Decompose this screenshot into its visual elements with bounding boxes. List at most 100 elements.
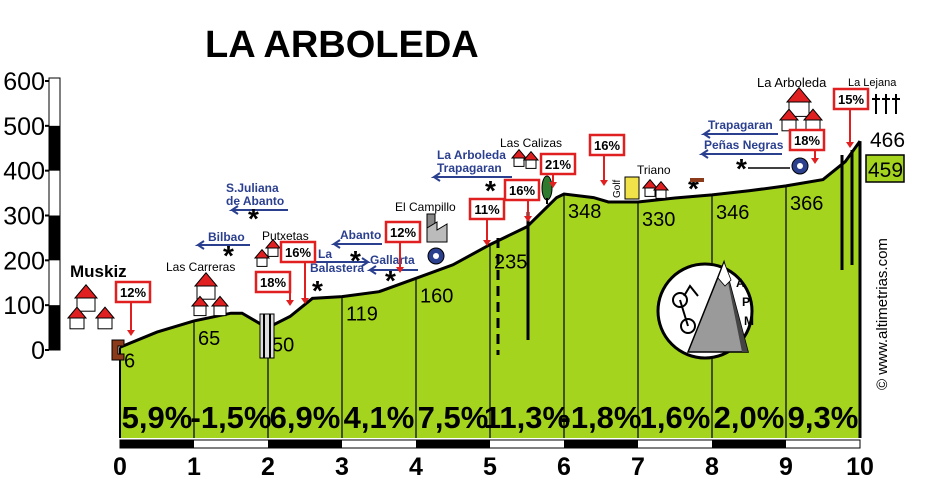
segment-start-altitude: 235: [494, 252, 527, 274]
y-axis-bar-segment: [49, 125, 60, 171]
logo-letter-p: P: [742, 295, 750, 309]
x-axis: 0 1 2 3 4 5 6 7 8 9 10: [113, 439, 874, 481]
place-el-campillo: El Campillo: [395, 200, 456, 214]
segment-grade-label: 7,5%: [418, 400, 489, 435]
max-gradient-arrowhead-icon: [127, 330, 135, 336]
junction-asterisk-icon: *: [485, 175, 496, 206]
max-gradient-box: [114, 280, 152, 304]
house-wall-icon: [69, 317, 85, 330]
max-gradient-box: [588, 133, 626, 157]
roundabout-icon-inner: [797, 163, 803, 169]
house-roof-icon: [253, 248, 271, 259]
place-labels: Muskiz Las Carreras Putxetas El Campillo…: [70, 75, 897, 281]
house-wall-icon: [525, 159, 537, 169]
max-gradient-arrowhead-icon: [286, 300, 294, 306]
x-tick-label: 4: [409, 453, 423, 481]
segment-start-altitude: 50: [272, 335, 294, 357]
segment-start-altitude: 119: [346, 304, 378, 326]
end-altitude-box: [865, 154, 905, 183]
x-axis-bar-segment: [120, 440, 194, 448]
place-putxetas: Putxetas: [262, 229, 309, 243]
cemetery-crosses-icon: [872, 94, 900, 114]
junction-asterisk-icon: *: [312, 275, 323, 306]
road-sign-arrow: [700, 129, 778, 139]
junction-asterisk-icon: *: [688, 173, 699, 204]
house-wall-icon: [644, 187, 656, 197]
segment-start-altitude: 160: [420, 285, 453, 307]
y-tick-label: 600: [3, 68, 45, 96]
profile-line: [119, 140, 862, 349]
road-sign-penas-negras: Peñas Negras: [704, 138, 784, 152]
place-las-carreras: Las Carreras: [166, 260, 235, 274]
house-wall-icon: [196, 285, 216, 300]
segment-start-altitude: 348: [568, 201, 601, 223]
x-tick-label: 6: [557, 453, 571, 481]
house-roof-icon: [510, 148, 528, 159]
house-roof-icon: [522, 150, 540, 161]
roundabout-icon-inner: [433, 253, 439, 259]
max-gradient-label: 16%: [285, 245, 311, 260]
credit-text: © www.altimetrias.com: [874, 238, 891, 390]
logo-letter-m: M: [744, 314, 754, 328]
cyclist-icon: [672, 292, 688, 308]
y-tick-label: 500: [3, 113, 45, 141]
segment-start-altitude: 6: [124, 350, 135, 372]
max-gradient-label: 18%: [260, 275, 286, 290]
junction-asterisk-icon: *: [385, 265, 396, 296]
road-sign-arrow: [228, 205, 288, 215]
road-sign-trapagaran-2: Trapagaran: [708, 118, 773, 132]
y-tick-label: 300: [3, 203, 45, 231]
road-sign-arrow: [698, 149, 782, 159]
segment-grade-label: -1,8%: [561, 400, 642, 435]
segment-grade-label: 5,9%: [122, 400, 193, 435]
segment-grade-label: 11,3%: [484, 400, 570, 435]
house-wall-icon: [267, 247, 279, 257]
profile: 5,9% 6 -1,5% 65 6,9% 50 4,1% 119 7,5% 160 11,3% 235…: [119, 140, 862, 438]
segment-grade-label: -1,5%: [191, 400, 272, 435]
factory-icon: [426, 213, 448, 243]
segment-grade-label: 4,1%: [344, 400, 415, 435]
max-gradient-label: 15%: [838, 92, 864, 107]
road-sign-arrow: [306, 257, 372, 267]
max-gradient-arrowhead-icon: [600, 180, 608, 186]
place-la-lejana: La Lejana: [848, 77, 897, 89]
max-gradient-arrowhead-icon: [811, 158, 819, 164]
segment-grade-label: 2,0%: [714, 400, 785, 435]
road-sign-abanto: Abanto: [340, 228, 381, 242]
max-gradient-label: 16%: [594, 138, 620, 153]
max-gradient-box: [384, 220, 422, 244]
house-wall-icon: [97, 317, 113, 330]
end-altitude-459: 459: [868, 159, 903, 182]
house-roof-icon: [641, 178, 659, 189]
junction-asterisk-icon: *: [736, 153, 747, 184]
x-tick-label: 0: [113, 453, 127, 481]
x-tick-label: 2: [261, 453, 275, 481]
chart-title: LA ARBOLEDA: [205, 24, 479, 66]
y-tick-label: 0: [31, 337, 45, 365]
road-sign-la: La: [318, 247, 332, 261]
railway-crossing-icon: [259, 313, 275, 359]
junction-asterisk-icon: *: [350, 245, 361, 276]
cyclist-wheel: [680, 318, 696, 334]
max-gradient-label: 21%: [545, 157, 571, 172]
y-tick-label: 100: [3, 292, 45, 320]
x-tick-label: 8: [705, 453, 719, 481]
max-gradient-arrowhead-icon: [301, 298, 309, 304]
house-wall-icon: [256, 257, 268, 267]
road-sign-trapagaran-1: Trapagaran: [437, 161, 502, 175]
max-gradient-arrowhead-icon: [396, 267, 404, 273]
x-tick-label: 1: [187, 453, 201, 481]
y-tick-label: 200: [3, 247, 45, 275]
x-tick-label: 10: [846, 453, 874, 481]
road-sign-arrow: [194, 240, 250, 250]
max-gradient-box: [788, 128, 826, 152]
place-las-calizas: Las Calizas: [500, 136, 562, 150]
max-gradient-arrowhead-icon: [524, 216, 532, 222]
house-wall-icon: [655, 189, 667, 199]
y-axis-bar-segment: [49, 305, 60, 350]
max-gradient-label: 12%: [120, 285, 146, 300]
y-axis: 0 100 200 300 400 500 600: [3, 68, 61, 365]
segment-grade-label: 9,3%: [788, 400, 859, 435]
max-gradient-label: 18%: [794, 133, 820, 148]
